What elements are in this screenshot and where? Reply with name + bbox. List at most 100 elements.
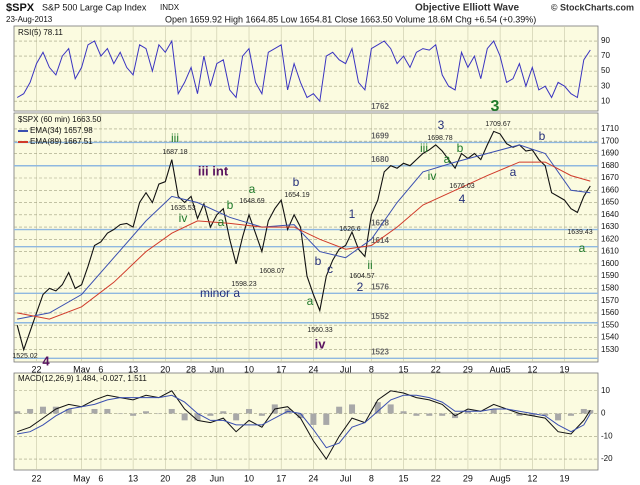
histogram-bar [14, 411, 21, 414]
annotation: 2 [357, 280, 364, 294]
x-tick-label: 22 [431, 473, 441, 483]
quote: Open 1659.92 High 1664.85 Low 1654.81 Cl… [165, 14, 536, 24]
histogram-bar [323, 413, 330, 425]
annotation: a [218, 215, 225, 229]
x-tick-label: 24 [308, 473, 318, 483]
annotation: 1698.78 [427, 135, 452, 142]
y-tick-label: 1590 [601, 271, 619, 280]
histogram-bar [349, 404, 356, 414]
y-tick-label: 1570 [601, 296, 619, 305]
annotation: c [327, 262, 333, 276]
annotation: a [249, 182, 256, 196]
x-tick-label: 8 [369, 364, 374, 374]
panel-title: MACD(12,26,9) 1.484, -0.027, 1.511 [18, 374, 147, 383]
histogram-bar [181, 413, 188, 421]
histogram-bar [297, 413, 304, 419]
histogram-bar [567, 413, 574, 416]
histogram-bar [168, 408, 175, 414]
x-tick-label: 28 [186, 473, 196, 483]
series-line [17, 144, 591, 320]
annotation: 3 [438, 118, 445, 132]
y-tick-label: 1560 [601, 308, 619, 317]
x-tick-label: 13 [128, 473, 138, 483]
annotation: 3 [491, 98, 500, 115]
y-tick-label: 1680 [601, 161, 619, 170]
histogram-bar [258, 413, 265, 416]
annotation: 1654.19 [284, 192, 309, 199]
histogram-bar [529, 413, 536, 416]
y-tick-label: 10 [601, 386, 610, 395]
annotation: b [539, 129, 546, 143]
level-label: 1680 [371, 155, 389, 164]
x-tick-label: 12 [527, 473, 537, 483]
annotation: 4 [459, 192, 466, 206]
y-tick-label: -10 [601, 431, 613, 440]
y-tick-label: 1700 [601, 136, 619, 145]
histogram-bar [130, 413, 137, 416]
annotation: iv [428, 169, 437, 183]
y-tick-label: 30 [601, 81, 610, 90]
legend-entry: $SPX (60 min) 1663.50 [18, 115, 102, 124]
histogram-bar [207, 413, 214, 416]
annotation: iii [420, 141, 428, 155]
y-tick-label: 0 [601, 409, 606, 418]
annotation: b [293, 175, 300, 189]
series-line [17, 161, 591, 320]
annotation: 1608.07 [259, 268, 284, 275]
x-tick-label: Jun [210, 364, 225, 374]
x-tick-label: 24 [308, 364, 318, 374]
x-tick-label: 10 [244, 364, 254, 374]
x-tick-label: 17 [276, 473, 286, 483]
annotation: 4 [42, 353, 50, 368]
annotation: b [457, 141, 464, 155]
y-tick-label: 1640 [601, 210, 619, 219]
x-tick-label: 29 [463, 364, 473, 374]
x-tick-label: 29 [463, 473, 473, 483]
histogram-bar [39, 406, 46, 414]
level-label: 1523 [371, 347, 389, 356]
legend-entry: EMA(89) 1667.51 [30, 137, 93, 146]
annotation: a [444, 152, 451, 166]
y-tick-label: 1530 [601, 345, 619, 354]
annotation: a [510, 165, 517, 179]
annotation: minor a [200, 286, 240, 300]
annotation: iv [179, 211, 188, 225]
annotation: b [227, 198, 234, 212]
annotation: b [315, 254, 322, 268]
x-tick-label: 19 [560, 473, 570, 483]
x-tick-label: 22 [32, 473, 42, 483]
annotation: 1525.02 [12, 353, 37, 360]
histogram-bar [490, 408, 497, 414]
level-label: 1762 [371, 102, 389, 111]
x-tick-label: 15 [399, 473, 409, 483]
y-tick-label: 1710 [601, 124, 619, 133]
histogram-bar [400, 411, 407, 414]
histogram-bar [587, 410, 594, 414]
y-tick-label: 1670 [601, 173, 619, 182]
level-label: 1628 [371, 219, 389, 228]
annotation: 1676.03 [449, 183, 474, 190]
x-tick-label: Jul [340, 473, 352, 483]
source: Objective Elliott Wave [415, 3, 520, 14]
level-label: 1576 [371, 282, 389, 291]
series-line [16, 130, 591, 352]
y-tick-label: 1650 [601, 198, 619, 207]
histogram-bar [336, 406, 343, 414]
y-tick-label: 1550 [601, 320, 619, 329]
histogram-bar [413, 413, 420, 416]
y-tick-label: 1620 [601, 234, 619, 243]
x-tick-label: Jul [340, 364, 352, 374]
series-line [17, 390, 591, 461]
annotation: iv [315, 336, 327, 351]
x-tick-label: May [73, 364, 91, 374]
y-tick-label: 90 [601, 36, 610, 45]
histogram-bar [91, 408, 98, 414]
y-tick-label: 1600 [601, 259, 619, 268]
annotation: 1560.33 [307, 327, 332, 334]
x-tick-label: 28 [186, 364, 196, 374]
histogram-bar [52, 406, 59, 414]
annotation: 1687.18 [162, 149, 187, 156]
